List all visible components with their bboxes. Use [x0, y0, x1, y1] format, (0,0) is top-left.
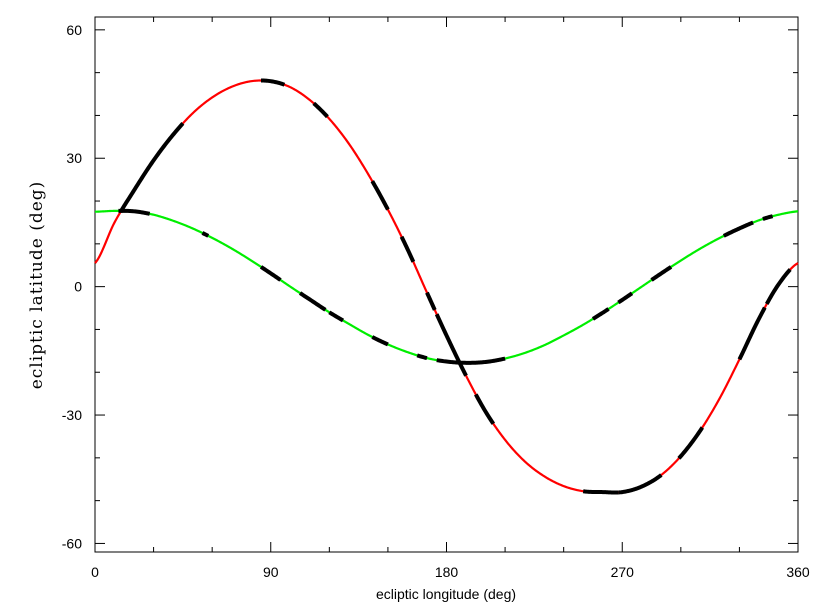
x-tick-label: 180 [435, 564, 459, 580]
series-1-highlight-segment [312, 101, 329, 119]
series-2-highlight-segment [722, 220, 754, 238]
series-2-highlight-segment [617, 291, 634, 305]
series-1-highlight-segment [737, 306, 767, 361]
series-layer [94, 78, 799, 495]
plot-frame [94, 16, 799, 553]
series-2-highlight-segment [762, 214, 774, 221]
series-2-highlight-segment [328, 310, 345, 323]
series-1-highlight-segment [399, 235, 416, 263]
series-2-highlight-segment [416, 353, 428, 361]
series-1-highlight-segment [582, 489, 619, 495]
x-tick-label: 90 [263, 564, 279, 580]
y-axis-title: ecliptic latitude (deg) [27, 181, 47, 390]
series-line-1 [94, 79, 799, 494]
series-2-highlight-segment [201, 231, 210, 238]
y-tick-label: 60 [66, 22, 82, 38]
x-tick-label: 270 [611, 564, 635, 580]
y-tick-label: 30 [66, 150, 82, 166]
series-2-highlight-segment [650, 265, 673, 282]
series-2-highlight-segment [298, 291, 327, 312]
series-1-highlight-segment [370, 180, 390, 211]
series-2-highlight-segment [591, 307, 610, 321]
tick-marks [94, 17, 799, 552]
series-1-highlight-segment [260, 78, 286, 87]
x-tick-label: 0 [91, 564, 99, 580]
series-2-highlight-segment [259, 265, 282, 282]
y-tick-label: 0 [74, 279, 82, 295]
x-axis-title: ecliptic longitude (deg) [376, 586, 516, 602]
series-1-highlight-segment [434, 313, 468, 377]
series-1-highlight-segment [118, 122, 185, 214]
series-1-highlight-segment [618, 473, 663, 495]
y-tick-label: -30 [62, 407, 82, 423]
series-1-highlight-segment [425, 291, 437, 311]
series-1-highlight-segment [765, 268, 792, 305]
series-2-highlight-segment [436, 356, 506, 365]
series-2-highlight-segment [371, 335, 389, 347]
tick-labels: 0 90 180 270 360 -60 -30 0 30 60 [62, 22, 810, 580]
series-2-highlight-segment [118, 208, 151, 216]
y-tick-label: -60 [62, 535, 82, 551]
series-1-highlight-segment [474, 393, 496, 425]
x-tick-label: 360 [786, 564, 810, 580]
series-1-highlight-segment [677, 426, 704, 460]
